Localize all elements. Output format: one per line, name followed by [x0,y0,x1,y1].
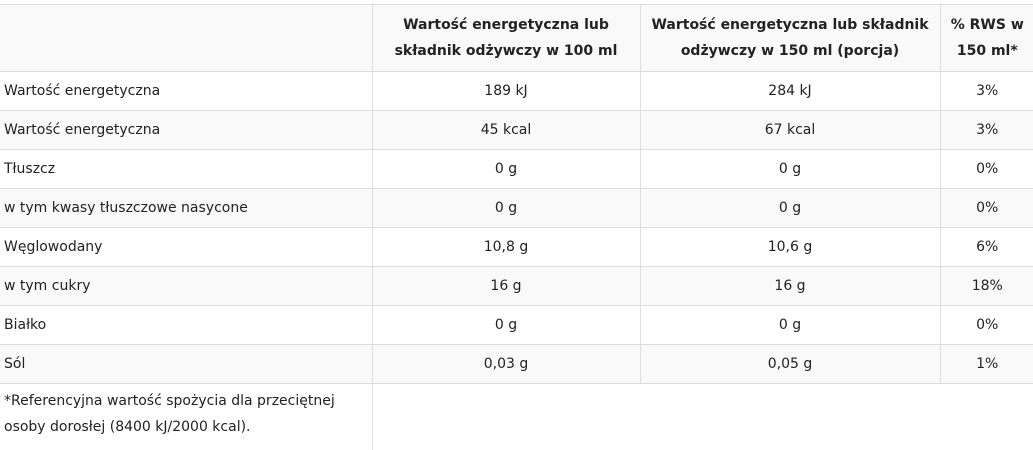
value-per-100ml: 0,03 g [372,345,640,384]
value-per-100ml: 0 g [372,306,640,345]
footnote: *Referencyjna wartość spożycia dla przec… [0,384,372,450]
value-rws: 0% [940,306,1033,345]
value-per-100ml: 45 kcal [372,111,640,150]
value-per-100ml: 189 kJ [372,72,640,111]
nutrition-table: Wartość energetyczna lub składnik odżywc… [0,4,1033,450]
value-rws: 0% [940,189,1033,228]
value-per-150ml: 284 kJ [640,72,940,111]
value-rws: 3% [940,72,1033,111]
nutrient-name: Białko [0,306,372,345]
footnote-row: *Referencyjna wartość spożycia dla przec… [0,384,1033,450]
value-per-150ml: 67 kcal [640,111,940,150]
header-row: Wartość energetyczna lub składnik odżywc… [0,5,1033,72]
value-per-150ml: 0 g [640,306,940,345]
nutrient-name: w tym cukry [0,267,372,306]
footnote-empty [372,384,1033,450]
nutrient-name: Wartość energetyczna [0,72,372,111]
nutrient-name: w tym kwasy tłuszczowe nasycone [0,189,372,228]
value-per-100ml: 0 g [372,189,640,228]
nutrient-name: Tłuszcz [0,150,372,189]
value-per-150ml: 0 g [640,150,940,189]
nutrient-name: Sól [0,345,372,384]
value-per-150ml: 10,6 g [640,228,940,267]
value-per-150ml: 16 g [640,267,940,306]
value-rws: 18% [940,267,1033,306]
value-per-100ml: 0 g [372,150,640,189]
value-rws: 6% [940,228,1033,267]
header-per-150ml: Wartość energetyczna lub składnik odżywc… [640,5,940,72]
value-per-100ml: 10,8 g [372,228,640,267]
value-per-150ml: 0 g [640,189,940,228]
header-empty [0,5,372,72]
value-rws: 3% [940,111,1033,150]
value-per-150ml: 0,05 g [640,345,940,384]
value-rws: 1% [940,345,1033,384]
nutrient-name: Wartość energetyczna [0,111,372,150]
value-rws: 0% [940,150,1033,189]
header-per-100ml: Wartość energetyczna lub składnik odżywc… [372,5,640,72]
value-per-100ml: 16 g [372,267,640,306]
header-rws: % RWS w 150 ml* [940,5,1033,72]
nutrient-name: Węglowodany [0,228,372,267]
